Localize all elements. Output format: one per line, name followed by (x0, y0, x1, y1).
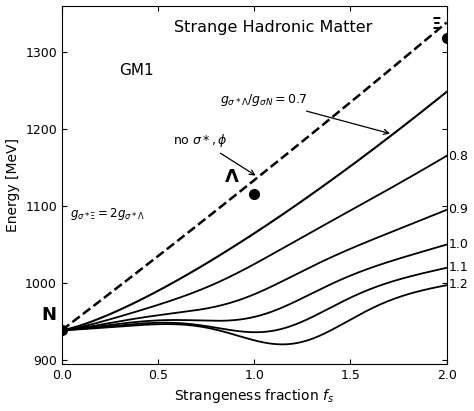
Text: 1.2: 1.2 (448, 278, 468, 291)
Text: Ξ: Ξ (431, 17, 441, 32)
Text: GM1: GM1 (119, 63, 154, 78)
Text: no $\sigma*,\phi$: no $\sigma*,\phi$ (173, 132, 255, 175)
Text: $g_{\sigma*\Lambda}/g_{\sigma N}=0.7$: $g_{\sigma*\Lambda}/g_{\sigma N}=0.7$ (220, 92, 389, 134)
Text: $g_{\sigma*\Xi}=2g_{\sigma*\Lambda}$: $g_{\sigma*\Xi}=2g_{\sigma*\Lambda}$ (70, 206, 145, 222)
Text: N: N (41, 306, 56, 324)
Text: 0.8: 0.8 (448, 150, 468, 163)
Text: Strange Hadronic Matter: Strange Hadronic Matter (174, 20, 373, 35)
Text: 1.0: 1.0 (448, 238, 468, 251)
Y-axis label: Energy [MeV]: Energy [MeV] (6, 138, 19, 232)
Text: 0.9: 0.9 (448, 203, 468, 216)
X-axis label: Strangeness fraction $f_s$: Strangeness fraction $f_s$ (174, 388, 334, 405)
Text: Λ: Λ (225, 168, 239, 186)
Text: 1.1: 1.1 (448, 261, 468, 274)
